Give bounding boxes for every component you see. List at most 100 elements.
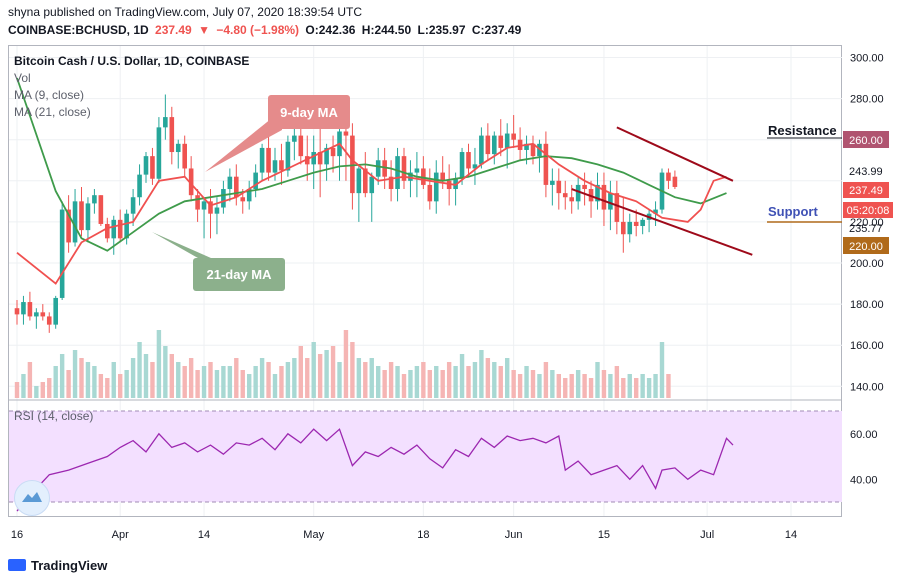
candle-body [182, 143, 187, 169]
candle-body [582, 184, 587, 190]
ma21-callout-pointer [152, 232, 220, 262]
publisher-line: shyna published on TradingView.com, July… [8, 5, 362, 19]
volume-bar [124, 370, 129, 398]
candle-body [466, 152, 471, 169]
volume-bar [111, 362, 116, 398]
price-chart[interactable]: 140.00 160.00 180.00 200.00 220.00 280.00 300.… [0, 0, 911, 552]
candle-body [98, 195, 104, 224]
volume-bar [169, 354, 174, 398]
resistance-label: Resistance [768, 123, 837, 138]
volume-bar [337, 362, 342, 398]
volume-bar [292, 358, 297, 398]
candle-body [130, 197, 136, 214]
candle-body [427, 184, 433, 202]
footer-bar: TradingView [0, 552, 911, 584]
candle-body [27, 302, 33, 317]
volume-bar [208, 362, 213, 398]
candle-body [388, 176, 394, 190]
candle-body [221, 189, 226, 208]
candle-body [627, 221, 633, 235]
volume-bar [498, 366, 503, 398]
candle-body [498, 135, 504, 148]
time-tick-label: 16 [11, 529, 23, 541]
candle-body [53, 297, 58, 325]
candle-body [446, 180, 452, 190]
candle-body [369, 176, 375, 194]
volume-bar [156, 330, 162, 398]
symbol-label[interactable]: COINBASE:BCHUSD, 1D [8, 23, 149, 37]
chart-legend: Bitcoin Cash / U.S. Dollar, 1D, COINBASE… [14, 53, 249, 121]
candle-body [111, 219, 117, 239]
candle-body [227, 176, 233, 190]
candle-body [550, 180, 555, 185]
legend-rsi: RSI (14, close) [14, 409, 94, 423]
support-label: Support [768, 204, 818, 219]
candle-body [363, 168, 368, 194]
ma21-line [16, 77, 727, 252]
candle-body [201, 201, 207, 210]
time-tick-label: Jul [700, 529, 714, 541]
volume-bar [201, 366, 207, 398]
volume-bar [298, 346, 303, 398]
volume-bar [272, 374, 278, 398]
resistance-price-tag [843, 131, 889, 148]
support-price-tag [843, 237, 889, 254]
candle-body [163, 117, 168, 128]
candle-body [195, 195, 200, 210]
volume-bar [330, 346, 336, 398]
volume-bar [34, 386, 39, 398]
volume-bar [376, 366, 381, 398]
candle-body [511, 133, 516, 140]
volume-bar [537, 374, 542, 398]
volume-bar [214, 370, 220, 398]
candle-body [105, 223, 110, 239]
volume-bar [517, 374, 523, 398]
candle-body [601, 184, 607, 210]
volume-bar [575, 370, 581, 398]
volume-bar [21, 374, 26, 398]
ma9-callout [268, 95, 350, 129]
volume-bar [227, 366, 233, 398]
chart-frame[interactable] [8, 45, 842, 517]
price-tick-label: 140.00 [850, 381, 884, 393]
ma9-line [16, 142, 727, 285]
candle-body [608, 193, 613, 210]
volume-bar [511, 370, 516, 398]
volume-bar [369, 358, 374, 398]
volume-bar [40, 382, 45, 398]
volume-bar [582, 374, 587, 398]
candle-body [524, 143, 529, 150]
volume-bar [427, 370, 432, 398]
candle-body [595, 184, 600, 202]
candle-body [479, 135, 484, 165]
candle-body [633, 221, 639, 227]
volume-bar [259, 358, 265, 398]
volume-bars [14, 330, 671, 398]
candle-body [375, 160, 381, 177]
rsi-band [9, 411, 842, 502]
volume-bar [653, 374, 658, 398]
candle-body [266, 147, 271, 173]
volume-bar [72, 350, 78, 398]
volume-bar [305, 358, 310, 398]
rsi-legend: RSI (14, close) [14, 408, 93, 425]
candles [14, 94, 678, 333]
time-tick-label: 14 [198, 529, 210, 541]
tradingview-logo-icon [8, 559, 26, 571]
volume-bar [363, 362, 368, 398]
candle-body [188, 168, 194, 196]
volume-bar [279, 366, 284, 398]
volume-bar [401, 374, 407, 398]
candle-body [350, 135, 355, 194]
tradingview-logo[interactable]: TradingView [8, 558, 107, 573]
time-tick-label: 14 [785, 529, 797, 541]
brand-name: TradingView [31, 558, 108, 573]
volume-bar [118, 374, 123, 398]
ma9-callout-label: 9-day MA [280, 105, 338, 120]
candle-body [272, 160, 278, 173]
volume-bar [530, 370, 536, 398]
volume-bar [569, 374, 574, 398]
candle-body [214, 207, 220, 214]
volume-bar [472, 362, 478, 398]
volume-bar [317, 354, 323, 398]
